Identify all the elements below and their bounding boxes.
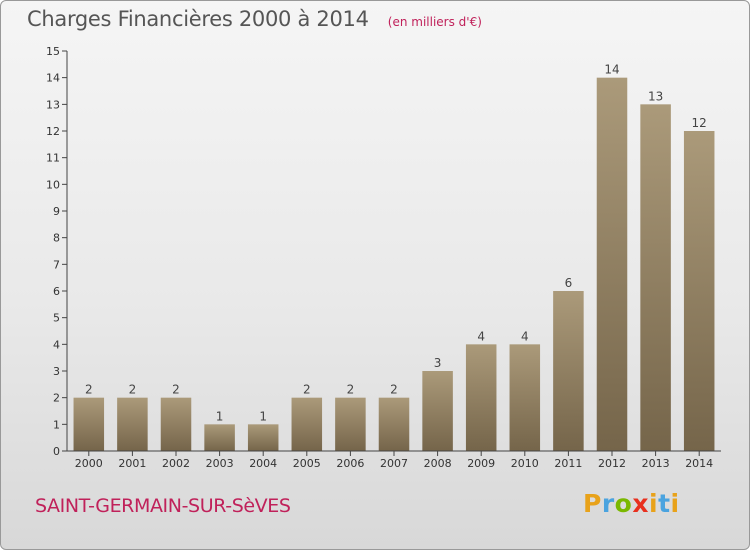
bar-2013 [640, 104, 671, 451]
x-tick-label: 2009 [467, 457, 495, 470]
data-label: 1 [259, 409, 267, 423]
x-tick-label: 2007 [380, 457, 408, 470]
bar-2010 [509, 344, 541, 451]
data-label: 4 [477, 329, 485, 343]
y-tick-label: 15 [46, 45, 60, 58]
y-tick-label: 2 [53, 392, 60, 405]
x-tick-label: 2003 [206, 457, 234, 470]
y-tick-label: 6 [53, 285, 60, 298]
logo-letter: i [649, 489, 659, 518]
bar-2003 [204, 424, 235, 451]
data-label: 1 [216, 409, 224, 423]
bar-2007 [378, 397, 410, 451]
logo-letter: t [658, 489, 671, 518]
bar-2005 [291, 397, 323, 451]
bar-2002 [160, 397, 192, 451]
bar-2004 [247, 424, 279, 451]
bar-2012 [596, 77, 628, 452]
x-tick-label: 2001 [118, 457, 146, 470]
y-tick-label: 12 [46, 125, 60, 138]
y-tick-label: 8 [53, 232, 60, 245]
bar-2000 [73, 397, 105, 451]
data-label: 14 [604, 63, 619, 77]
data-label: 12 [692, 116, 707, 130]
x-tick-label: 2005 [293, 457, 321, 470]
x-tick-label: 2014 [685, 457, 713, 470]
y-tick-label: 5 [53, 312, 60, 325]
bar-2009 [465, 344, 497, 451]
data-label: 2 [347, 383, 355, 397]
bar-2014 [683, 131, 715, 451]
bar-2001 [117, 397, 148, 451]
x-tick-label: 2006 [336, 457, 364, 470]
data-label: 4 [521, 329, 529, 343]
data-label: 6 [565, 276, 573, 290]
data-label: 3 [434, 356, 442, 370]
bar-2008 [422, 371, 453, 451]
x-axis: 2000 2001 2002 2003 2004 2005 2006 2007 2008 2009… [67, 450, 721, 470]
y-tick-label: 10 [46, 178, 60, 191]
x-tick-label: 2000 [75, 457, 103, 470]
x-tick-label: 2011 [554, 457, 582, 470]
x-tick-label: 2008 [424, 457, 452, 470]
data-label: 2 [129, 383, 137, 397]
chart-unit: (en milliers d'€) [387, 15, 482, 29]
x-tick-label: 2013 [642, 457, 670, 470]
x-tick-label: 2010 [511, 457, 539, 470]
bar-2006 [335, 397, 366, 451]
y-tick-label: 7 [53, 258, 60, 271]
logo-letter: i [670, 489, 680, 518]
x-tick-label: 2002 [162, 457, 190, 470]
y-tick-label: 9 [53, 205, 60, 218]
y-tick-label: 3 [53, 365, 60, 378]
y-tick-label: 11 [46, 152, 60, 165]
logo-letter: o [614, 489, 633, 518]
data-label: 2 [390, 383, 398, 397]
y-tick-label: 4 [53, 338, 60, 351]
y-tick-label: 14 [46, 72, 60, 85]
data-label: 2 [303, 383, 311, 397]
x-tick-label: 2004 [249, 457, 277, 470]
logo-letter: P [583, 489, 602, 518]
x-tick-label: 2012 [598, 457, 626, 470]
chart-title: Charges Financières 2000 à 2014 [27, 7, 369, 31]
data-label: 2 [85, 383, 93, 397]
data-label: 2 [172, 383, 180, 397]
data-label: 13 [648, 89, 663, 103]
commune-name: SAINT-GERMAIN-SUR-SèVES [35, 495, 291, 517]
logo-letter: x [632, 489, 649, 518]
y-tick-label: 13 [46, 98, 60, 111]
title-row: Charges Financières 2000 à 2014 (en mill… [27, 7, 482, 31]
proxiti-logo[interactable]: Proxiti [583, 489, 680, 518]
y-tick-label: 1 [53, 418, 60, 431]
y-tick-label: 0 [53, 445, 60, 458]
logo-letter: r [601, 489, 615, 518]
bar-2011 [553, 291, 584, 451]
